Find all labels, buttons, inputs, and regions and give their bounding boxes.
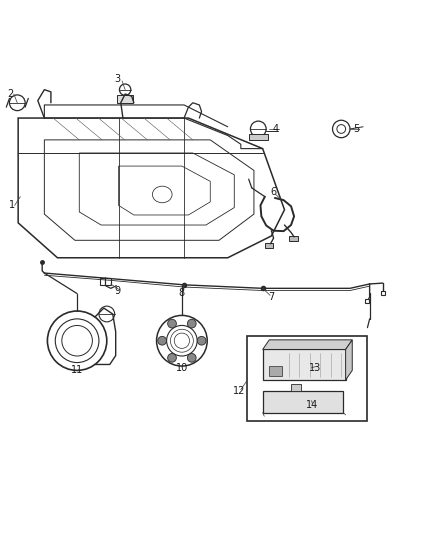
Text: 12: 12 (233, 386, 245, 396)
Circle shape (187, 319, 196, 328)
Text: 11: 11 (71, 366, 83, 375)
Text: 14: 14 (306, 400, 318, 410)
Bar (249, 134, 268, 140)
Bar (117, 95, 133, 103)
Circle shape (158, 336, 166, 345)
Bar (269, 366, 283, 376)
Bar (263, 391, 343, 413)
Circle shape (168, 319, 177, 328)
Circle shape (187, 353, 196, 362)
Text: 8: 8 (179, 288, 185, 298)
Text: 4: 4 (273, 124, 279, 134)
Text: 6: 6 (271, 187, 277, 197)
Bar (289, 236, 298, 241)
Text: 1: 1 (9, 200, 14, 211)
Bar (263, 350, 346, 380)
Text: 3: 3 (115, 74, 121, 84)
Text: 9: 9 (115, 286, 121, 295)
Text: 10: 10 (176, 363, 188, 373)
Circle shape (197, 336, 206, 345)
Text: 2: 2 (7, 89, 14, 99)
Polygon shape (263, 340, 352, 350)
Bar (100, 278, 111, 285)
Polygon shape (346, 340, 352, 380)
Text: 7: 7 (268, 292, 275, 302)
Bar (247, 336, 367, 422)
Text: 13: 13 (309, 363, 321, 373)
Bar (265, 243, 273, 248)
Circle shape (168, 353, 177, 362)
Text: 5: 5 (353, 124, 360, 134)
Bar (291, 384, 300, 391)
